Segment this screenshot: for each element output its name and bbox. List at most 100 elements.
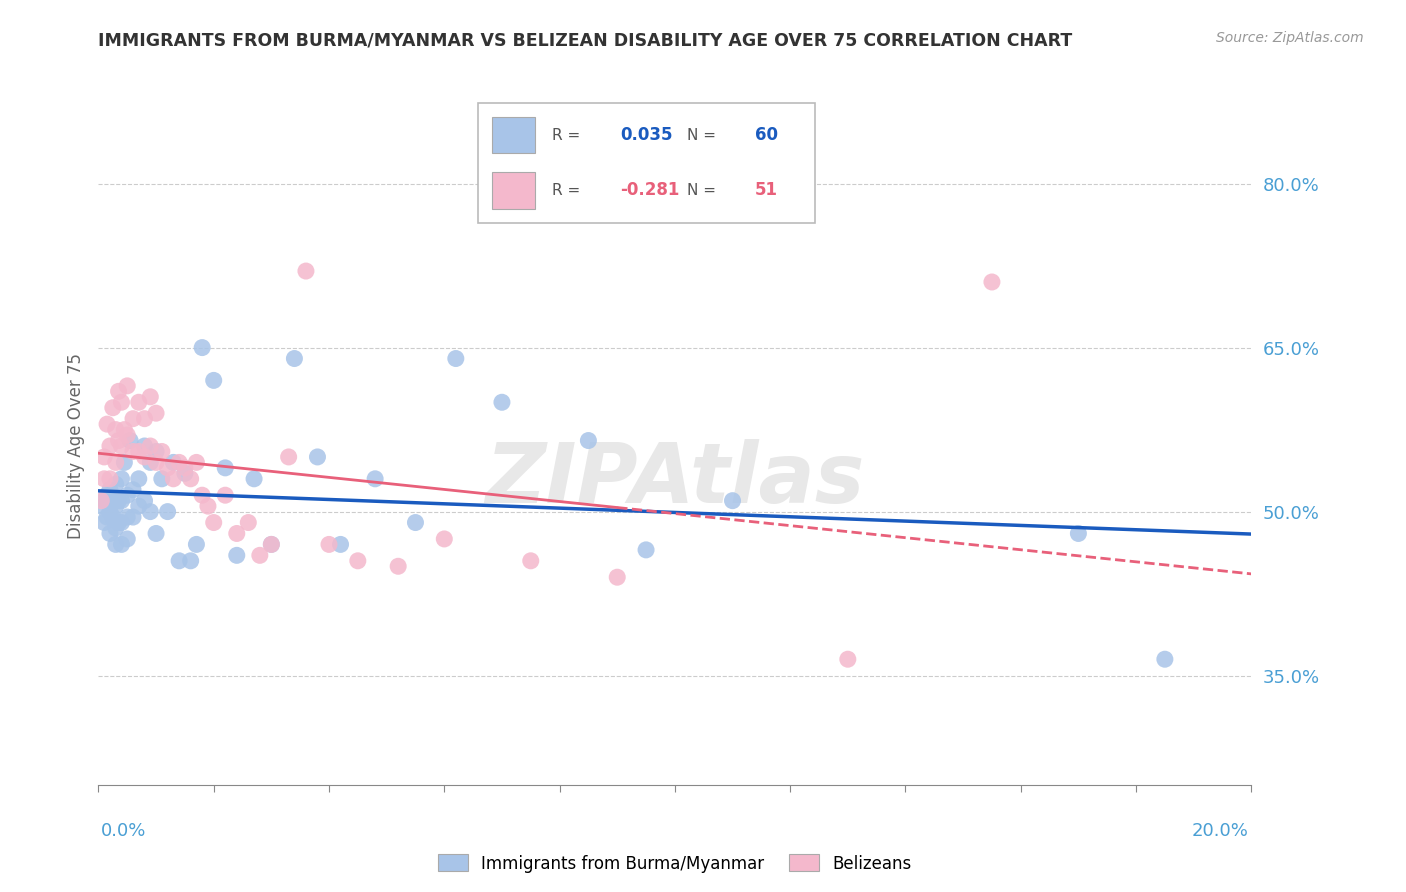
Point: [283, 351, 305, 366]
Point: [98, 505, 121, 519]
Point: [98, 483, 121, 497]
Point: [180, 554, 202, 568]
Point: [167, 554, 190, 568]
Point: [202, 516, 225, 530]
Point: [243, 472, 266, 486]
Point: [93, 472, 115, 486]
Point: [491, 395, 513, 409]
Point: [145, 526, 167, 541]
Point: [104, 499, 127, 513]
Point: [122, 510, 145, 524]
Point: [110, 493, 132, 508]
Bar: [492, 117, 536, 153]
Point: [117, 428, 139, 442]
Point: [93, 516, 115, 530]
Point: [139, 455, 162, 469]
Point: [444, 351, 467, 366]
Point: [162, 472, 184, 486]
Point: [101, 401, 124, 415]
Point: [93, 493, 115, 508]
Point: [225, 549, 247, 563]
Bar: [492, 172, 536, 209]
Point: [981, 275, 1004, 289]
Point: [145, 444, 167, 458]
Point: [364, 472, 387, 486]
Point: [101, 510, 124, 524]
Point: [134, 450, 156, 464]
Point: [329, 537, 352, 551]
Point: [110, 439, 132, 453]
Point: [174, 467, 197, 481]
Text: R =: R =: [553, 183, 585, 198]
Text: Source: ZipAtlas.com: Source: ZipAtlas.com: [1216, 31, 1364, 45]
Text: 0.035: 0.035: [620, 126, 672, 145]
Point: [101, 493, 124, 508]
Point: [107, 516, 129, 530]
Point: [837, 652, 859, 666]
Point: [346, 554, 368, 568]
Text: IMMIGRANTS FROM BURMA/MYANMAR VS BELIZEAN DISABILITY AGE OVER 75 CORRELATION CHA: IMMIGRANTS FROM BURMA/MYANMAR VS BELIZEA…: [98, 31, 1073, 49]
Text: 60: 60: [755, 126, 778, 145]
Point: [112, 455, 135, 469]
Point: [110, 516, 132, 530]
Point: [117, 532, 139, 546]
Legend: Immigrants from Burma/Myanmar, Belizeans: Immigrants from Burma/Myanmar, Belizeans: [432, 847, 918, 880]
Point: [180, 472, 202, 486]
Point: [134, 493, 156, 508]
Point: [104, 423, 127, 437]
Point: [128, 472, 150, 486]
Point: [117, 488, 139, 502]
Text: 20.0%: 20.0%: [1192, 822, 1249, 840]
Point: [636, 542, 658, 557]
Point: [98, 439, 121, 453]
Point: [139, 505, 162, 519]
Point: [578, 434, 600, 448]
Point: [145, 455, 167, 469]
Point: [90, 493, 112, 508]
Point: [96, 510, 118, 524]
Point: [98, 526, 121, 541]
Point: [197, 499, 219, 513]
Point: [96, 488, 118, 502]
Point: [139, 439, 162, 453]
Point: [139, 390, 162, 404]
Text: 0.0%: 0.0%: [101, 822, 146, 840]
Point: [128, 499, 150, 513]
Point: [295, 264, 318, 278]
Point: [93, 450, 115, 464]
Point: [186, 537, 208, 551]
Point: [98, 472, 121, 486]
Point: [174, 461, 197, 475]
Text: -0.281: -0.281: [620, 181, 679, 200]
Point: [191, 488, 214, 502]
Point: [214, 461, 236, 475]
Point: [90, 499, 112, 513]
Point: [145, 406, 167, 420]
Point: [318, 537, 340, 551]
Point: [387, 559, 409, 574]
Point: [122, 483, 145, 497]
Point: [162, 455, 184, 469]
Point: [307, 450, 329, 464]
Point: [117, 379, 139, 393]
Point: [260, 537, 283, 551]
Text: N =: N =: [688, 128, 721, 143]
Point: [122, 411, 145, 425]
Point: [107, 384, 129, 399]
Point: [112, 423, 135, 437]
Point: [405, 516, 427, 530]
Point: [96, 417, 118, 431]
Text: ZIPAtlas: ZIPAtlas: [485, 440, 865, 520]
Text: N =: N =: [688, 183, 721, 198]
Text: 51: 51: [755, 181, 778, 200]
Point: [122, 444, 145, 458]
Point: [186, 455, 208, 469]
Point: [260, 537, 283, 551]
Point: [134, 439, 156, 453]
Point: [150, 472, 173, 486]
Point: [191, 341, 214, 355]
Text: R =: R =: [553, 128, 585, 143]
Point: [107, 434, 129, 448]
Point: [1153, 652, 1175, 666]
Point: [225, 526, 247, 541]
